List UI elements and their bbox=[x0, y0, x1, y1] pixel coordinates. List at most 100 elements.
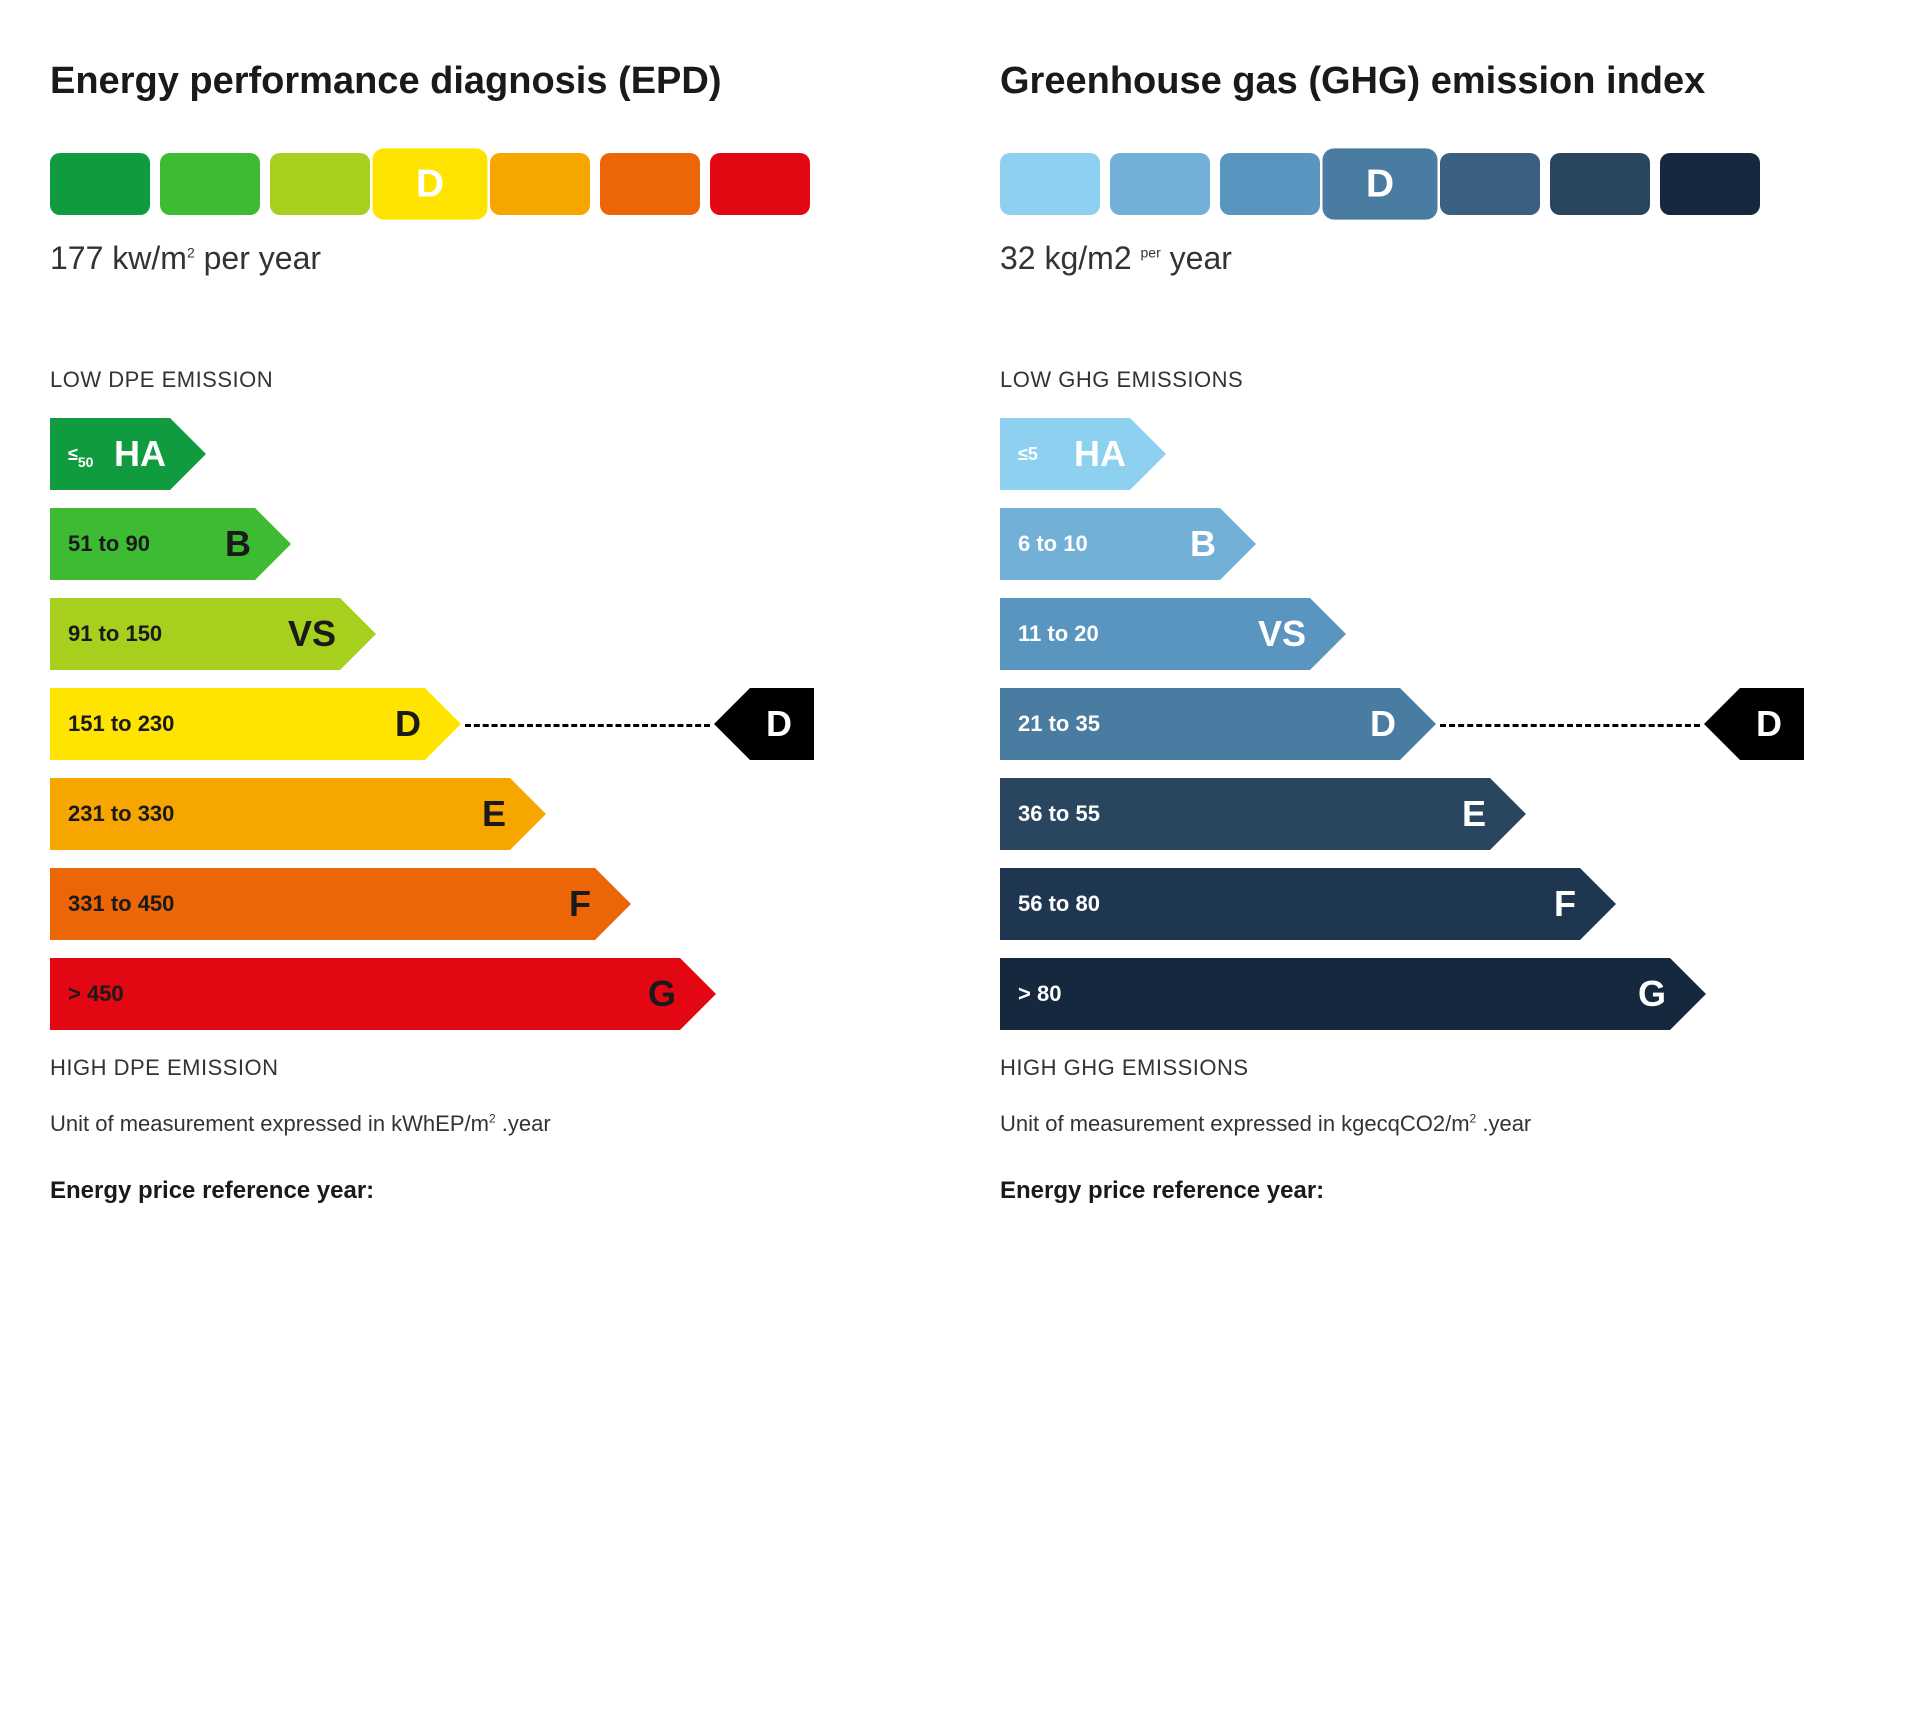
selection-marker: D bbox=[1740, 688, 1804, 760]
ghg-unit-text: Unit of measurement expressed in kgecqCO… bbox=[1000, 1111, 1470, 1136]
bar-range-prefix: ≤ bbox=[68, 444, 78, 465]
rating-bar-row: 21 to 35 D D bbox=[1000, 688, 1870, 760]
ghg-badge-row: D bbox=[1000, 153, 1870, 215]
rating-bar-row: 36 to 55 E bbox=[1000, 778, 1870, 850]
rating-badge bbox=[1550, 153, 1650, 215]
bar-range-prefix-small: 50 bbox=[78, 454, 94, 470]
rating-bar-row: ≤50 HA bbox=[50, 418, 920, 490]
rating-bar: ≤50 HA bbox=[50, 418, 170, 490]
selection-connector bbox=[1440, 724, 1700, 727]
rating-bar: 36 to 55 E bbox=[1000, 778, 1490, 850]
epd-unit-text: Unit of measurement expressed in kWhEP/m bbox=[50, 1111, 489, 1136]
bar-letter: D bbox=[1370, 703, 1396, 745]
bar-letter: B bbox=[1190, 523, 1216, 565]
epd-value-tail: per year bbox=[195, 240, 321, 276]
bar-range-label: 11 to 20 bbox=[1018, 621, 1099, 647]
rating-bar-row: 91 to 150VS bbox=[50, 598, 920, 670]
ghg-high-label: HIGH GHG EMISSIONS bbox=[1000, 1055, 1870, 1081]
bar-range-label: 56 to 80 bbox=[1018, 891, 1100, 917]
rating-badge bbox=[50, 153, 150, 215]
bar-range-label: 36 to 55 bbox=[1018, 801, 1100, 827]
bar-range-label: 51 to 90 bbox=[68, 531, 150, 557]
rating-badge bbox=[710, 153, 810, 215]
ghg-value-text: 32 kg/m2 bbox=[1000, 240, 1141, 276]
rating-bar: 51 to 90 B bbox=[50, 508, 255, 580]
rating-bar-row: > 450G bbox=[50, 958, 920, 1030]
rating-badge bbox=[1000, 153, 1100, 215]
rating-bar: 11 to 20 VS bbox=[1000, 598, 1310, 670]
rating-badge bbox=[600, 153, 700, 215]
rating-badge bbox=[490, 153, 590, 215]
rating-bar: ≤5 HA bbox=[1000, 418, 1130, 490]
rating-badge: D bbox=[1323, 148, 1438, 219]
bar-letter: F bbox=[1554, 883, 1576, 925]
rating-bar: 231 to 330 E bbox=[50, 778, 510, 850]
bar-letter: VS bbox=[288, 613, 336, 655]
rating-bar: 56 to 80 F bbox=[1000, 868, 1580, 940]
rating-bar: 91 to 150VS bbox=[50, 598, 340, 670]
selection-connector bbox=[465, 724, 710, 727]
rating-bar-row: 151 to 230 D D bbox=[50, 688, 920, 760]
bar-range-prefix: ≤5 bbox=[1018, 444, 1038, 465]
rating-bar: 6 to 10 B bbox=[1000, 508, 1220, 580]
epd-unit-tail: .year bbox=[496, 1111, 551, 1136]
ghg-unit-line: Unit of measurement expressed in kgecqCO… bbox=[1000, 1111, 1870, 1137]
columns-container: Energy performance diagnosis (EPD) D 177… bbox=[50, 60, 1870, 1205]
bar-letter: HA bbox=[114, 433, 166, 475]
ghg-value-tail: year bbox=[1161, 240, 1232, 276]
bar-range-label: 331 to 450 bbox=[68, 891, 174, 917]
rating-bar-row: 11 to 20 VS bbox=[1000, 598, 1870, 670]
bar-range-label: 151 to 230 bbox=[68, 711, 174, 737]
ghg-low-label: LOW GHG EMISSIONS bbox=[1000, 367, 1870, 393]
rating-bar-row: ≤5 HA bbox=[1000, 418, 1870, 490]
epd-value-text: 177 kw/m bbox=[50, 240, 187, 276]
epd-ref-line: Energy price reference year: bbox=[50, 1177, 920, 1205]
epd-unit-line: Unit of measurement expressed in kWhEP/m… bbox=[50, 1111, 920, 1137]
bar-letter: B bbox=[225, 523, 251, 565]
rating-badge: D bbox=[373, 148, 488, 219]
rating-badge bbox=[1110, 153, 1210, 215]
rating-bar: > 80G bbox=[1000, 958, 1670, 1030]
epd-value-line: 177 kw/m2 per year bbox=[50, 240, 920, 277]
ghg-value-sup: per bbox=[1141, 244, 1161, 260]
ghg-unit-tail: .year bbox=[1476, 1111, 1531, 1136]
bar-range-label: 231 to 330 bbox=[68, 801, 174, 827]
epd-value-sup: 2 bbox=[187, 244, 195, 260]
bar-letter: G bbox=[1638, 973, 1666, 1015]
bar-letter: F bbox=[569, 883, 591, 925]
bar-range-label: 6 to 10 bbox=[1018, 531, 1088, 557]
bar-range-label: 21 to 35 bbox=[1018, 711, 1100, 737]
ghg-title: Greenhouse gas (GHG) emission index bbox=[1000, 60, 1870, 103]
epd-bars: ≤50 HA 51 to 90 B 91 to 150VS 151 to 230 D D 231… bbox=[50, 418, 920, 1030]
ghg-bars: ≤5 HA 6 to 10 B 11 to 20 VS 21 to 35 D D 36 to 55… bbox=[1000, 418, 1870, 1030]
bar-letter: E bbox=[1462, 793, 1486, 835]
rating-badge bbox=[1660, 153, 1760, 215]
ghg-column: Greenhouse gas (GHG) emission index D 32… bbox=[1000, 60, 1870, 1205]
bar-letter: E bbox=[482, 793, 506, 835]
bar-range-label: > 450 bbox=[68, 981, 124, 1007]
rating-bar-row: 331 to 450 F bbox=[50, 868, 920, 940]
epd-badge-row: D bbox=[50, 153, 920, 215]
bar-letter: HA bbox=[1074, 433, 1126, 475]
bar-letter: VS bbox=[1258, 613, 1306, 655]
rating-bar: 151 to 230 D bbox=[50, 688, 425, 760]
bar-letter: D bbox=[395, 703, 421, 745]
rating-bar: 331 to 450 F bbox=[50, 868, 595, 940]
rating-bar-row: 231 to 330 E bbox=[50, 778, 920, 850]
rating-bar-row: 56 to 80 F bbox=[1000, 868, 1870, 940]
ghg-value-line: 32 kg/m2 per year bbox=[1000, 240, 1870, 277]
rating-badge bbox=[160, 153, 260, 215]
rating-bar-row: 6 to 10 B bbox=[1000, 508, 1870, 580]
rating-bar: > 450G bbox=[50, 958, 680, 1030]
rating-badge bbox=[270, 153, 370, 215]
epd-column: Energy performance diagnosis (EPD) D 177… bbox=[50, 60, 920, 1205]
ghg-ref-line: Energy price reference year: bbox=[1000, 1177, 1870, 1205]
rating-bar-row: 51 to 90 B bbox=[50, 508, 920, 580]
epd-unit-sup: 2 bbox=[489, 1112, 496, 1126]
epd-title: Energy performance diagnosis (EPD) bbox=[50, 60, 920, 103]
rating-bar: 21 to 35 D bbox=[1000, 688, 1400, 760]
epd-low-label: LOW DPE EMISSION bbox=[50, 367, 920, 393]
rating-bar-row: > 80G bbox=[1000, 958, 1870, 1030]
rating-badge bbox=[1220, 153, 1320, 215]
selection-marker: D bbox=[750, 688, 814, 760]
